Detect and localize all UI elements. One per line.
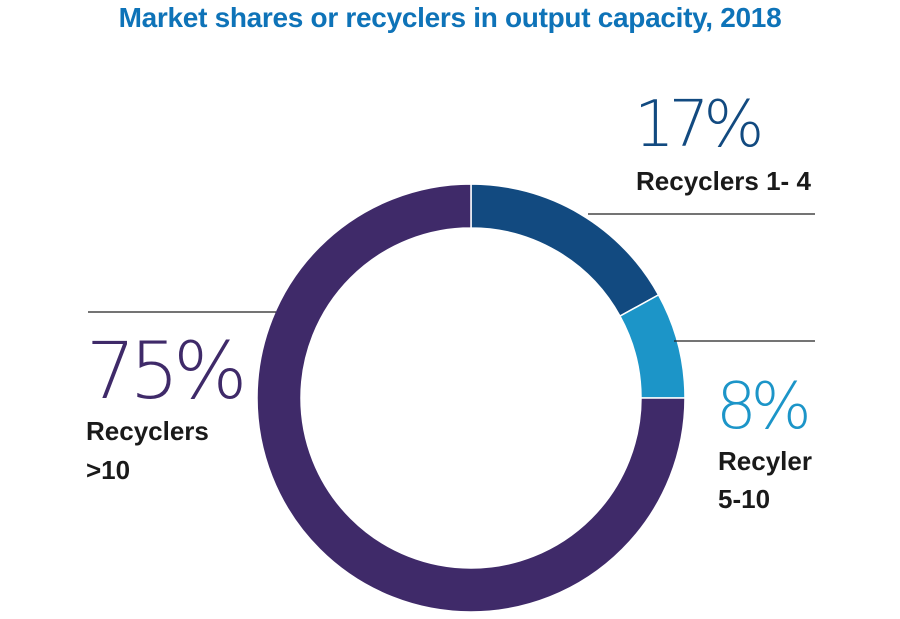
- slice-label-recyclers-1-4: Recyclers 1- 4: [636, 166, 811, 196]
- chart-title: Market shares or recyclers in output cap…: [118, 2, 782, 33]
- percent-label-recyclers-1-4: 17%: [634, 88, 760, 162]
- donut-slice-2: [256, 183, 686, 613]
- slice-label-recyler-5-10-line-2: 5-10: [718, 484, 770, 514]
- slice-label-recyclers-over-10-line-2: >10: [86, 455, 130, 485]
- donut-slice-1: [618, 293, 686, 399]
- percent-label-recyclers-over-10: 75%: [86, 327, 242, 417]
- donut-slices: [256, 183, 686, 613]
- slice-label-recyclers-over-10-line-1: Recyclers: [86, 416, 209, 446]
- slice-label-recyler-5-10-line-1: Recyler: [718, 446, 812, 476]
- donut-slice-0: [470, 183, 660, 318]
- percent-label-recyler-5-10: 8%: [716, 370, 808, 444]
